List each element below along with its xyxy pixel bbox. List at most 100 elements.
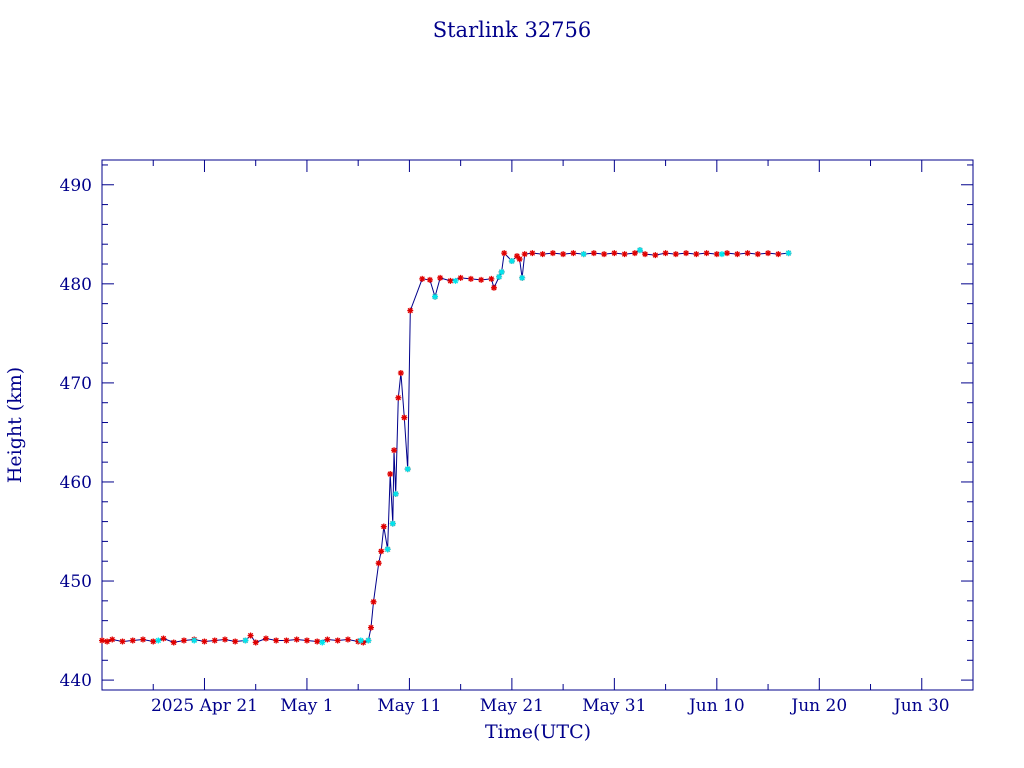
x-tick-label: May 1 [280,696,333,716]
data-point [180,637,187,644]
x-tick-label: Jun 10 [687,696,745,716]
x-tick-label: Jun 30 [892,696,950,716]
data-point [631,250,638,257]
data-point [344,636,351,643]
data-point-secondary [155,637,162,644]
data-point-secondary [365,637,372,644]
data-point [521,251,528,258]
data-point [744,250,751,257]
data-point [447,277,454,284]
data-point [539,251,546,258]
data-point [360,639,367,646]
y-tick-label: 480 [60,275,92,295]
data-point [99,637,105,644]
data-point-secondary [785,250,792,257]
data-point-secondary [432,293,439,300]
data-point [662,250,669,257]
data-point-secondary [452,277,459,284]
data-point [375,560,382,567]
data-point [478,276,485,283]
data-point [303,637,310,644]
data-point [119,638,126,645]
data-point [314,638,321,645]
x-tick-label: May 21 [480,696,544,716]
data-point [150,638,157,645]
data-markers [99,247,792,646]
data-point-secondary [636,247,643,254]
data-point [273,637,280,644]
data-point-secondary [242,637,249,644]
data-point-secondary [519,274,526,281]
data-point [549,250,556,257]
y-tick-label: 440 [60,671,92,691]
series-line-group [101,249,789,644]
data-point [437,274,444,281]
data-point-secondary [357,637,364,644]
data-point [514,253,521,260]
x-tick-label: May 11 [377,696,441,716]
data-point [334,637,341,644]
data-point [139,636,146,643]
data-point [407,307,414,314]
data-point [621,251,628,258]
data-point [160,635,167,642]
data-point [201,638,208,645]
x-tick-label: Jun 20 [789,696,847,716]
data-point [401,414,408,421]
data-point [370,598,377,605]
data-point-secondary [580,251,587,258]
y-tick-label: 460 [60,473,92,493]
data-point [293,636,300,643]
data-point [490,284,497,291]
data-point [232,638,239,645]
x-axis-label: Time(UTC) [485,721,591,743]
data-point [734,251,741,258]
data-point-secondary [404,466,411,473]
data-point-secondary [392,490,399,497]
data-point [652,252,659,259]
data-point-secondary [496,273,503,280]
data-point [221,636,228,643]
data-point-secondary [498,268,505,275]
data-point [324,636,331,643]
data-point [426,276,433,283]
data-point [397,369,404,376]
data-point [601,251,608,258]
data-point [775,251,782,258]
data-point [380,523,387,530]
y-tick-label: 470 [60,374,92,394]
data-point-secondary [319,639,326,646]
x-tick-label: May 31 [582,696,646,716]
data-point [109,636,116,643]
data-point [516,256,523,263]
data-point [387,471,394,478]
data-point [419,275,426,282]
data-point [754,251,761,258]
data-point [570,250,577,257]
y-tick-label: 450 [60,572,92,592]
y-tick-label: 490 [60,176,92,196]
plot-frame [101,159,974,691]
chart-title: Starlink 32756 [433,18,592,42]
series-line [101,249,789,644]
data-point [247,632,254,639]
data-point [713,251,720,258]
data-point [211,637,218,644]
data-point [693,251,700,258]
data-point [262,635,269,642]
x-axis: 2025 Apr 21 May 1 May 11 May 21 May 31 Jun 10… [151,160,950,716]
data-point [724,250,731,257]
data-point-secondary [389,520,396,527]
data-point [683,250,690,257]
y-axis: 440 450 460 470 480 490 [60,164,973,691]
data-point [672,251,679,258]
data-point-secondary [384,546,391,553]
data-point [611,250,618,257]
data-point [283,637,290,644]
x-tick-label: 2025 Apr 21 [151,696,258,716]
data-point [395,394,402,401]
data-point [560,251,567,258]
data-point [378,548,385,555]
data-point [501,250,508,257]
